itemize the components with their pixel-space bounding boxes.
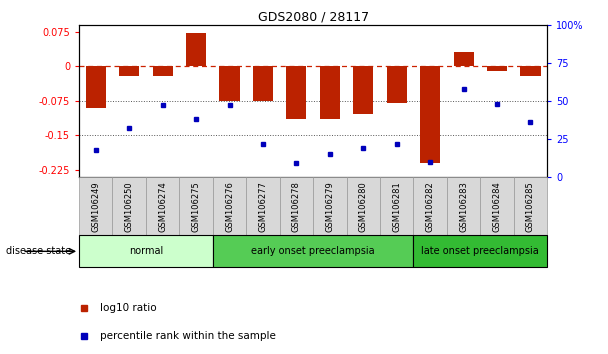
Bar [213, 177, 246, 235]
Bar [246, 177, 280, 235]
Bar [313, 177, 347, 235]
Bar [186, 33, 206, 66]
Text: GSM106285: GSM106285 [526, 181, 535, 232]
Bar [520, 66, 541, 75]
Text: GSM106284: GSM106284 [492, 181, 502, 232]
Bar [320, 66, 340, 119]
Bar [179, 177, 213, 235]
Bar [487, 66, 507, 71]
Text: GSM106282: GSM106282 [426, 181, 435, 232]
Text: log10 ratio: log10 ratio [100, 303, 157, 313]
Bar [413, 235, 547, 267]
Bar [253, 66, 273, 101]
Text: GSM106278: GSM106278 [292, 181, 301, 232]
Text: GSM106249: GSM106249 [91, 181, 100, 232]
Bar [280, 177, 313, 235]
Bar [86, 66, 106, 108]
Text: normal: normal [129, 246, 163, 256]
Title: GDS2080 / 28117: GDS2080 / 28117 [258, 11, 368, 24]
Bar [480, 177, 514, 235]
Bar [286, 66, 306, 119]
Text: GSM106280: GSM106280 [359, 181, 368, 232]
Text: GSM106250: GSM106250 [125, 181, 134, 232]
Bar [454, 52, 474, 66]
Text: GSM106277: GSM106277 [258, 181, 268, 232]
Bar [219, 66, 240, 101]
Text: disease state: disease state [6, 246, 71, 256]
Text: GSM106274: GSM106274 [158, 181, 167, 232]
Bar [79, 177, 112, 235]
Text: GSM106279: GSM106279 [325, 181, 334, 232]
Bar [213, 235, 413, 267]
Bar [380, 177, 413, 235]
Bar [153, 66, 173, 75]
Bar [387, 66, 407, 103]
Bar [353, 66, 373, 114]
Text: GSM106283: GSM106283 [459, 181, 468, 232]
Text: early onset preeclampsia: early onset preeclampsia [251, 246, 375, 256]
Text: percentile rank within the sample: percentile rank within the sample [100, 331, 276, 341]
Bar [119, 66, 139, 75]
Bar [146, 177, 179, 235]
Bar [420, 66, 440, 163]
Bar [347, 177, 380, 235]
Bar [79, 235, 213, 267]
Bar [112, 177, 146, 235]
Bar [514, 177, 547, 235]
Bar [447, 177, 480, 235]
Text: late onset preeclampsia: late onset preeclampsia [421, 246, 539, 256]
Text: GSM106276: GSM106276 [225, 181, 234, 232]
Text: GSM106281: GSM106281 [392, 181, 401, 232]
Text: GSM106275: GSM106275 [192, 181, 201, 232]
Bar [413, 177, 447, 235]
